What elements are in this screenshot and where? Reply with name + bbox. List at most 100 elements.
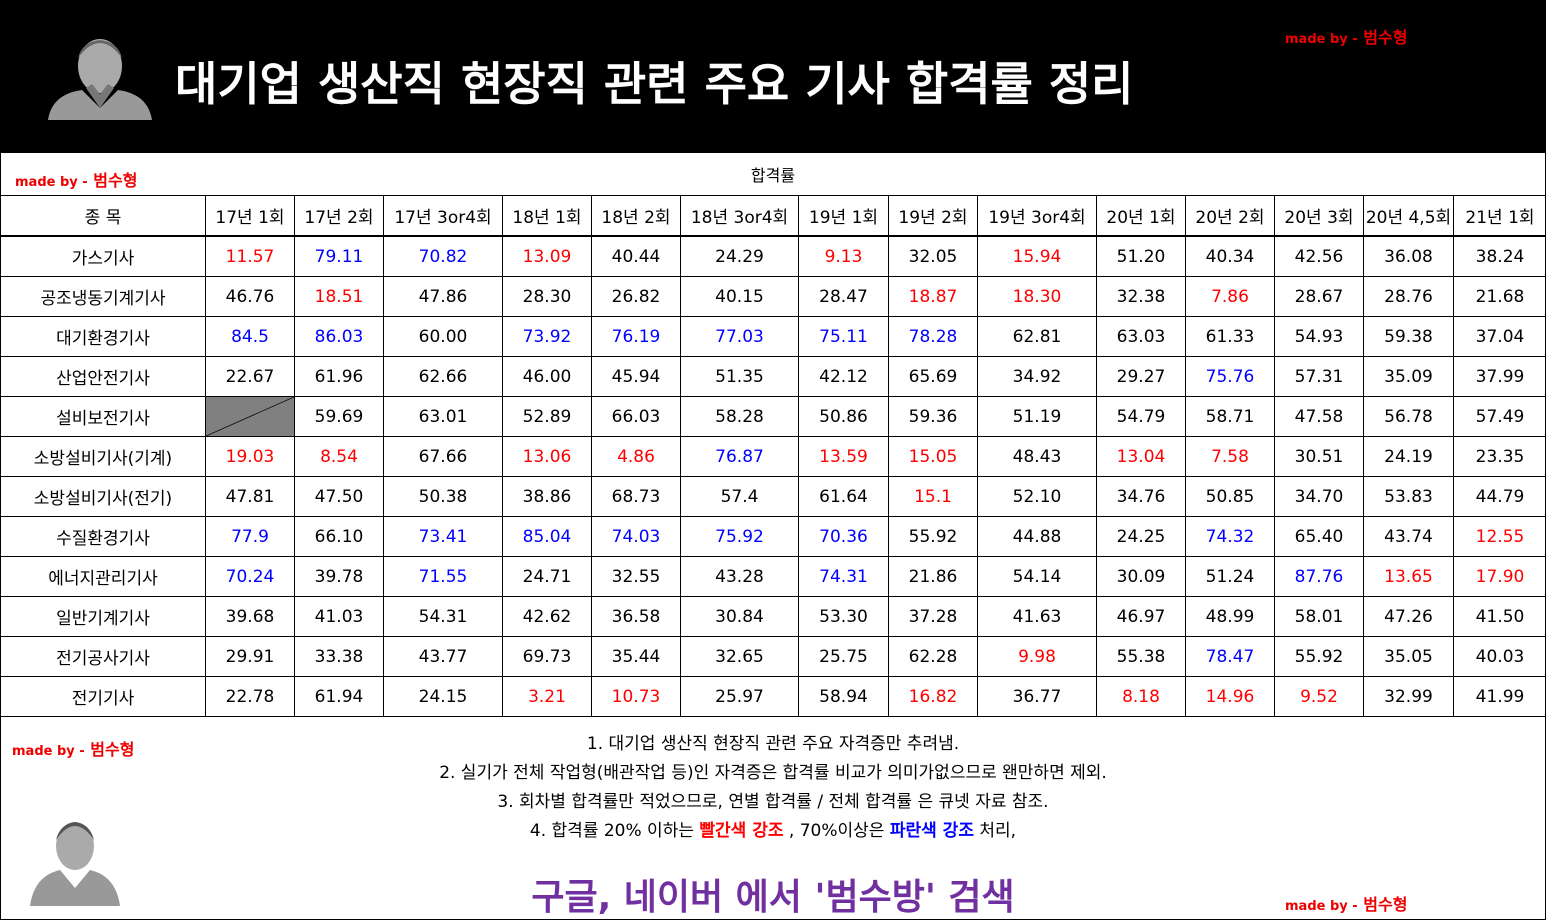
cell: 66.03 <box>591 396 681 437</box>
cell: 29.91 <box>205 636 295 677</box>
cell: 77.03 <box>680 316 799 357</box>
cell: 36.08 <box>1363 235 1454 277</box>
cell: 30.09 <box>1096 556 1186 597</box>
cell: 65.40 <box>1274 516 1364 557</box>
cell: 21.68 <box>1453 276 1546 317</box>
cell: 42.62 <box>502 596 592 637</box>
cell: 36.58 <box>591 596 681 637</box>
cell: 73.92 <box>502 316 592 357</box>
cell: 44.88 <box>977 516 1097 557</box>
cell: 75.76 <box>1185 356 1275 397</box>
cell: 61.33 <box>1185 316 1275 357</box>
row: 전기공사기사 29.91 33.38 43.77 69.73 35.44 32.65 25.7… <box>0 636 1546 677</box>
cell: 66.10 <box>294 516 384 557</box>
cell: 45.94 <box>591 356 681 397</box>
cell: 7.86 <box>1185 276 1275 317</box>
cell: 55.92 <box>1274 636 1364 677</box>
table: 종 목 17년 1회 17년 2회 17년 3or4회 18년 1회 18년 2회 18년 … <box>0 195 1546 717</box>
cell: 35.09 <box>1363 356 1454 397</box>
cell: 35.44 <box>591 636 681 677</box>
row: 소방설비기사(전기) 47.81 47.50 50.38 38.86 68.73 57.4 6… <box>0 476 1546 517</box>
cell: 32.05 <box>888 235 978 277</box>
cell: 55.38 <box>1096 636 1186 677</box>
column-header: 20년 1회 <box>1096 195 1186 237</box>
cell: 69.73 <box>502 636 592 677</box>
cell: 30.51 <box>1274 436 1364 477</box>
note-text: , 70%이상은 <box>783 821 890 841</box>
cell: 54.79 <box>1096 396 1186 437</box>
cell: 58.01 <box>1274 596 1364 637</box>
header-row: 종 목 17년 1회 17년 2회 17년 3or4회 18년 1회 18년 2회 18년 … <box>0 195 1546 237</box>
column-header: 21년 1회 <box>1453 195 1546 237</box>
cell: 22.67 <box>205 356 295 397</box>
header-bar: 대기업 생산직 현장직 관련 주요 기사 합격률 정리 made by - 범수… <box>0 0 1546 153</box>
cell: 39.68 <box>205 596 295 637</box>
cell: 22.78 <box>205 676 295 717</box>
row: 대기환경기사 84.5 86.03 60.00 73.92 76.19 77.03 75.11… <box>0 316 1546 357</box>
cell: 19.03 <box>205 436 295 477</box>
cell: 35.05 <box>1363 636 1454 677</box>
cell: 57.31 <box>1274 356 1364 397</box>
cell: 63.01 <box>383 396 503 437</box>
cell: 25.97 <box>680 676 799 717</box>
row-name: 가스기사 <box>0 235 206 277</box>
cell: 57.49 <box>1453 396 1546 437</box>
note-line: 1. 대기업 생산직 현장직 관련 주요 자격증만 추려냄. <box>0 730 1546 759</box>
note-line: 3. 회차별 합격률만 적었으므로, 연별 합격률 / 전체 합격률 은 큐넷 … <box>0 788 1546 817</box>
cell: 55.92 <box>888 516 978 557</box>
cell: 28.47 <box>798 276 889 317</box>
cell: 74.31 <box>798 556 889 597</box>
credit-prefix: made by - <box>12 744 85 759</box>
cell: 18.87 <box>888 276 978 317</box>
slash <box>206 397 294 436</box>
cell: 24.19 <box>1363 436 1454 477</box>
cell: 84.5 <box>205 316 295 357</box>
cell: 3.21 <box>502 676 592 717</box>
cell: 65.69 <box>888 356 978 397</box>
cell: 40.15 <box>680 276 799 317</box>
cell: 53.30 <box>798 596 889 637</box>
cell: 47.26 <box>1363 596 1454 637</box>
cell: 61.94 <box>294 676 384 717</box>
cell: 75.11 <box>798 316 889 357</box>
cell: 47.50 <box>294 476 384 517</box>
cell: 42.12 <box>798 356 889 397</box>
cell: 78.28 <box>888 316 978 357</box>
cell: 50.85 <box>1185 476 1275 517</box>
cell: 77.9 <box>205 516 295 557</box>
note-text: 4. 합격률 20% 이하는 <box>529 821 700 841</box>
cell: 56.78 <box>1363 396 1454 437</box>
cell: 46.00 <box>502 356 592 397</box>
cell: 62.28 <box>888 636 978 677</box>
corner-cell: 종 목 <box>0 195 206 237</box>
cell: 48.43 <box>977 436 1097 477</box>
row-name: 산업안전기사 <box>0 356 206 397</box>
cell: 59.69 <box>294 396 384 437</box>
cell: 86.03 <box>294 316 384 357</box>
cell: 54.31 <box>383 596 503 637</box>
cell: 32.99 <box>1363 676 1454 717</box>
cell: 32.65 <box>680 636 799 677</box>
row: 에너지관리기사 70.24 39.78 71.55 24.71 32.55 43.28 74.… <box>0 556 1546 597</box>
cell: 47.86 <box>383 276 503 317</box>
cell: 54.14 <box>977 556 1097 597</box>
cell: 59.38 <box>1363 316 1454 357</box>
cell: 52.10 <box>977 476 1097 517</box>
row-name: 대기환경기사 <box>0 316 206 357</box>
cell: 74.32 <box>1185 516 1275 557</box>
cell: 51.20 <box>1096 235 1186 277</box>
cell: 13.04 <box>1096 436 1186 477</box>
note-text: 3. 회차별 합격률만 적었으므로, 연별 합격률 / 전체 합격률 은 큐넷 … <box>497 792 1049 812</box>
cell: 34.92 <box>977 356 1097 397</box>
cell: 4.86 <box>591 436 681 477</box>
note-line: 2. 실기가 전체 작업형(배관작업 등)인 자격증은 합격률 비교가 의미가없… <box>0 759 1546 788</box>
row: 공조냉동기계기사 46.76 18.51 47.86 28.30 26.82 40.15 28… <box>0 276 1546 317</box>
cell: 57.4 <box>680 476 799 517</box>
cell: 43.74 <box>1363 516 1454 557</box>
cell: 37.99 <box>1453 356 1546 397</box>
row-name: 전기공사기사 <box>0 636 206 677</box>
cell: 44.79 <box>1453 476 1546 517</box>
notes: 1. 대기업 생산직 현장직 관련 주요 자격증만 추려냄. 2. 실기가 전체 … <box>0 730 1546 846</box>
cell: 70.36 <box>798 516 889 557</box>
credit-prefix: made by - <box>1285 899 1358 914</box>
